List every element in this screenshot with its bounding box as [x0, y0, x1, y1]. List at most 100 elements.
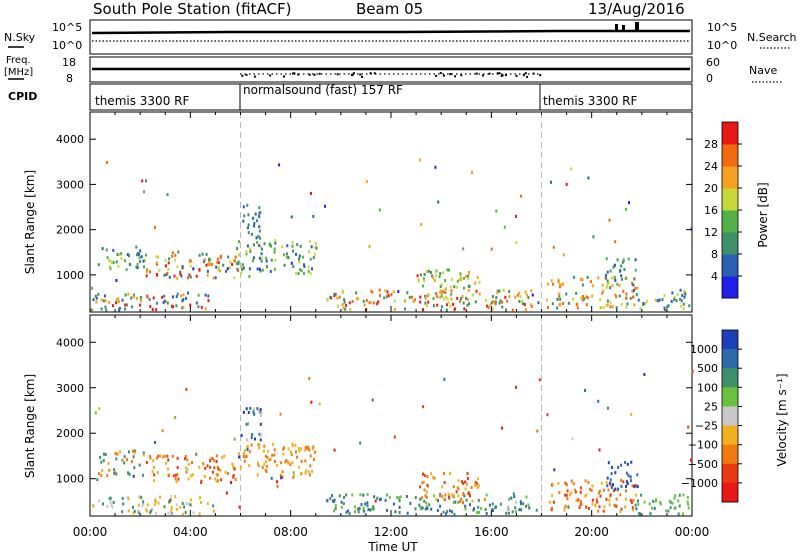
- echo-cell: [524, 308, 527, 312]
- echo-cell: [634, 493, 637, 497]
- echo-cell: [185, 387, 188, 391]
- echo-cell: [263, 462, 266, 466]
- echo-cell: [210, 262, 213, 266]
- echo-cell: [151, 470, 154, 474]
- echo-cell: [221, 456, 224, 460]
- x-tick-label: 12:00: [374, 525, 409, 539]
- echo-cell: [445, 308, 448, 312]
- echo-cell: [630, 413, 633, 416]
- echo-cell: [152, 296, 155, 300]
- echo-cell: [365, 180, 368, 184]
- echo-cell: [564, 481, 567, 485]
- echo-cell: [597, 509, 600, 513]
- echo-cell: [610, 472, 613, 476]
- echo-cell: [269, 270, 272, 273]
- echo-cell: [246, 244, 249, 248]
- echo-cell: [214, 276, 217, 280]
- echo-cell: [212, 276, 215, 280]
- echo-cell: [265, 259, 268, 263]
- echo-cell: [628, 201, 630, 205]
- echo-cell: [634, 268, 637, 272]
- echo-cell: [449, 304, 452, 308]
- echo-cell: [104, 305, 107, 309]
- echo-cell: [587, 480, 590, 484]
- velocity-ticks: 1000 2000 3000 4000: [56, 315, 693, 516]
- echo-cell: [504, 295, 507, 299]
- echo-cell: [265, 265, 268, 269]
- echo-cell: [512, 492, 515, 496]
- echo-cell: [173, 274, 176, 278]
- echo-cell: [259, 438, 262, 442]
- echo-cell: [202, 260, 205, 264]
- echo-cell: [423, 488, 426, 492]
- echo-cell: [636, 485, 639, 489]
- nave-point: [369, 72, 372, 75]
- echo-cell: [620, 302, 623, 306]
- echo-cell: [123, 461, 126, 465]
- echo-cell: [142, 451, 145, 455]
- y-tick-label: 4000: [56, 336, 84, 349]
- echo-cell: [535, 508, 538, 512]
- colorbar-tick-label: −25: [695, 420, 718, 433]
- echo-cell: [576, 306, 579, 310]
- echo-cell: [236, 262, 239, 266]
- echo-cell: [246, 203, 249, 207]
- echo-cell: [359, 441, 362, 445]
- x-tick-label: 20:00: [574, 525, 609, 539]
- echo-cell: [299, 244, 302, 248]
- echo-cell: [523, 303, 526, 306]
- echo-cell: [591, 284, 594, 288]
- echo-cell: [515, 500, 517, 504]
- echo-cell: [615, 295, 618, 299]
- echo-cell: [625, 296, 628, 300]
- echo-cell: [690, 458, 692, 462]
- nave-point: [449, 73, 452, 75]
- echo-cell: [300, 472, 303, 476]
- echo-cell: [462, 247, 465, 251]
- echo-cell: [143, 190, 145, 194]
- echo-cell: [460, 278, 462, 281]
- nave-point: [522, 74, 525, 77]
- echo-cell: [136, 262, 139, 266]
- echo-cell: [286, 244, 289, 248]
- nave-point: [318, 72, 321, 75]
- echo-cell: [122, 502, 125, 506]
- echo-cell: [170, 509, 173, 513]
- echo-cell: [167, 261, 170, 265]
- echo-cell: [427, 293, 430, 297]
- echo-cell: [274, 460, 276, 463]
- echo-cell: [272, 443, 275, 447]
- echo-cell: [520, 502, 522, 506]
- echo-cell: [219, 468, 222, 472]
- echo-cell: [155, 308, 158, 312]
- echo-cell: [360, 503, 363, 506]
- echo-cell: [216, 257, 219, 261]
- echo-cell: [424, 294, 427, 298]
- echo-cell: [217, 467, 220, 471]
- echo-cell: [602, 509, 605, 513]
- echo-cell: [256, 219, 258, 223]
- echo-cell: [181, 299, 184, 303]
- echo-cell: [649, 512, 652, 516]
- echo-cell: [491, 299, 494, 303]
- echo-cell: [256, 240, 259, 244]
- echo-cell: [312, 445, 315, 449]
- nsky-label: N.Sky: [4, 31, 36, 44]
- echo-cell: [618, 284, 621, 287]
- nave-point: [496, 72, 499, 75]
- colorbar-swatch: [722, 276, 738, 299]
- echo-cell: [215, 472, 218, 476]
- colorbar-swatch: [722, 330, 738, 350]
- echo-cell: [174, 473, 177, 477]
- echo-cell: [452, 494, 455, 498]
- echo-cell: [130, 305, 133, 309]
- echo-cell: [133, 466, 136, 470]
- echo-cell: [265, 460, 267, 464]
- echo-cell: [366, 504, 369, 508]
- echo-cell: [247, 231, 250, 235]
- echo-cell: [259, 408, 262, 412]
- echo-cell: [520, 299, 523, 303]
- colorbar-tick-label: −1000: [681, 477, 718, 490]
- echo-cell: [637, 499, 639, 503]
- echo-cell: [667, 509, 670, 513]
